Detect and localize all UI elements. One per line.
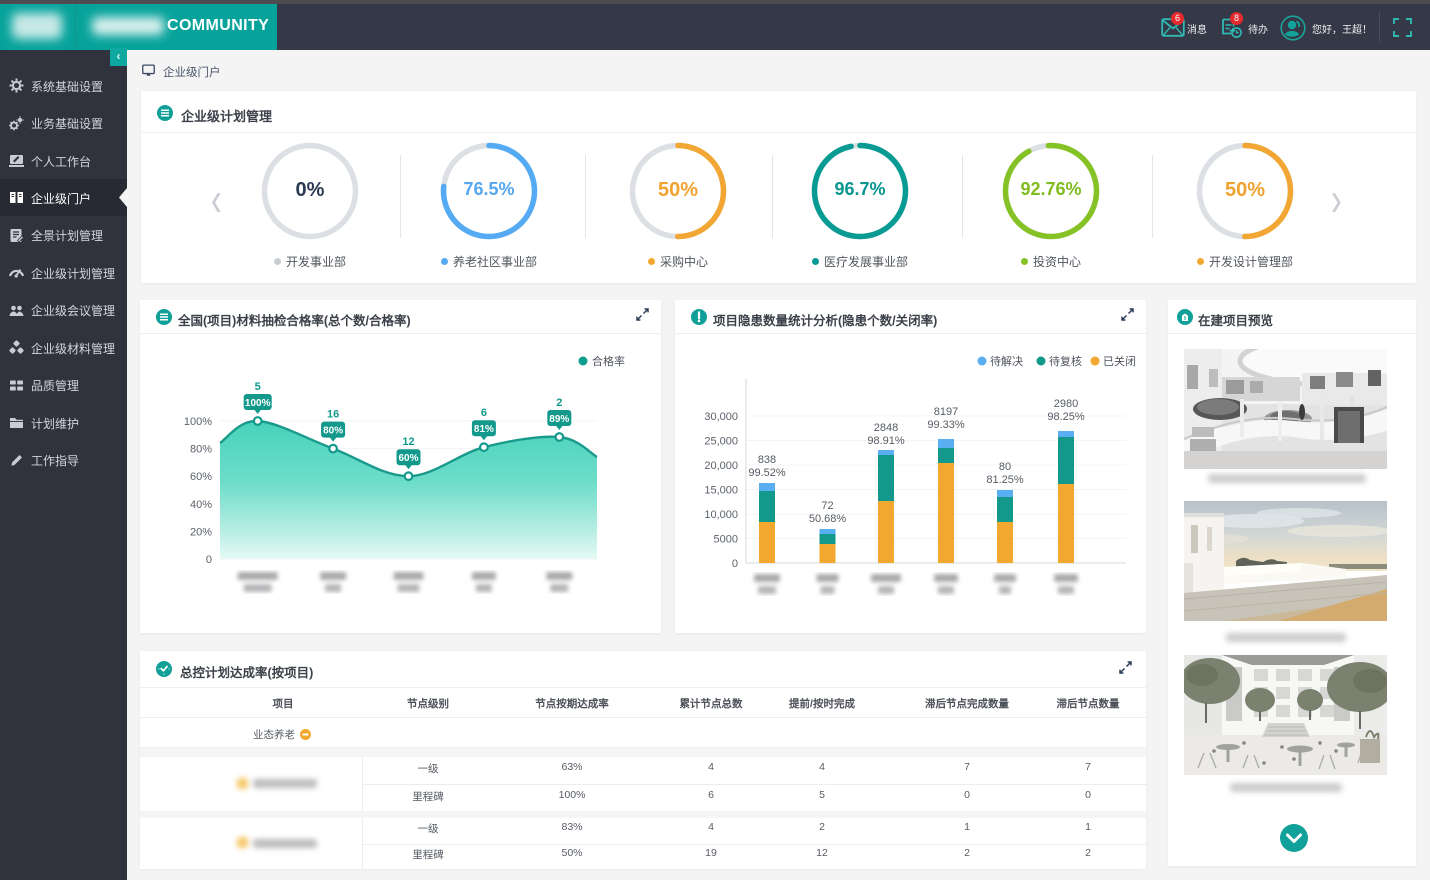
svg-text:81%: 81% [474, 424, 494, 435]
svg-text:20%: 20% [190, 526, 212, 538]
svg-text:0: 0 [732, 558, 738, 570]
svg-text:6: 6 [481, 407, 487, 419]
svg-text:80: 80 [999, 461, 1011, 473]
svg-text:2980: 2980 [1054, 398, 1078, 410]
svg-text:待解决: 待解决 [990, 354, 1023, 368]
svg-text:80%: 80% [190, 444, 212, 456]
svg-text:50.68%: 50.68% [809, 513, 847, 525]
svg-text:0: 0 [206, 554, 212, 566]
svg-text:40%: 40% [190, 499, 212, 511]
svg-text:80%: 80% [323, 426, 343, 437]
svg-text:99.52%: 99.52% [748, 467, 786, 479]
svg-text:合格率: 合格率 [592, 354, 625, 368]
svg-text:已关闭: 已关闭 [1103, 354, 1136, 368]
svg-text:60%: 60% [190, 471, 212, 483]
svg-text:98.25%: 98.25% [1047, 411, 1085, 423]
svg-text:81.25%: 81.25% [986, 474, 1024, 486]
svg-text:8197: 8197 [934, 406, 958, 418]
svg-text:60%: 60% [398, 453, 418, 464]
svg-text:15,000: 15,000 [704, 485, 738, 497]
svg-text:25,000: 25,000 [704, 436, 738, 448]
svg-text:838: 838 [758, 454, 776, 466]
svg-text:20,000: 20,000 [704, 460, 738, 472]
svg-text:72: 72 [821, 500, 833, 512]
svg-text:30,000: 30,000 [704, 411, 738, 423]
svg-text:10,000: 10,000 [704, 509, 738, 521]
svg-text:5000: 5000 [714, 534, 738, 546]
svg-text:12: 12 [402, 436, 414, 448]
svg-text:16: 16 [327, 409, 339, 421]
svg-text:100%: 100% [245, 398, 271, 409]
svg-text:99.33%: 99.33% [927, 419, 965, 431]
svg-text:2848: 2848 [874, 422, 898, 434]
svg-text:98.91%: 98.91% [867, 435, 905, 447]
svg-text:89%: 89% [549, 414, 569, 425]
svg-text:待复核: 待复核 [1049, 354, 1082, 368]
svg-text:100%: 100% [184, 416, 212, 428]
svg-text:5: 5 [255, 381, 261, 393]
svg-text:2: 2 [556, 397, 562, 409]
